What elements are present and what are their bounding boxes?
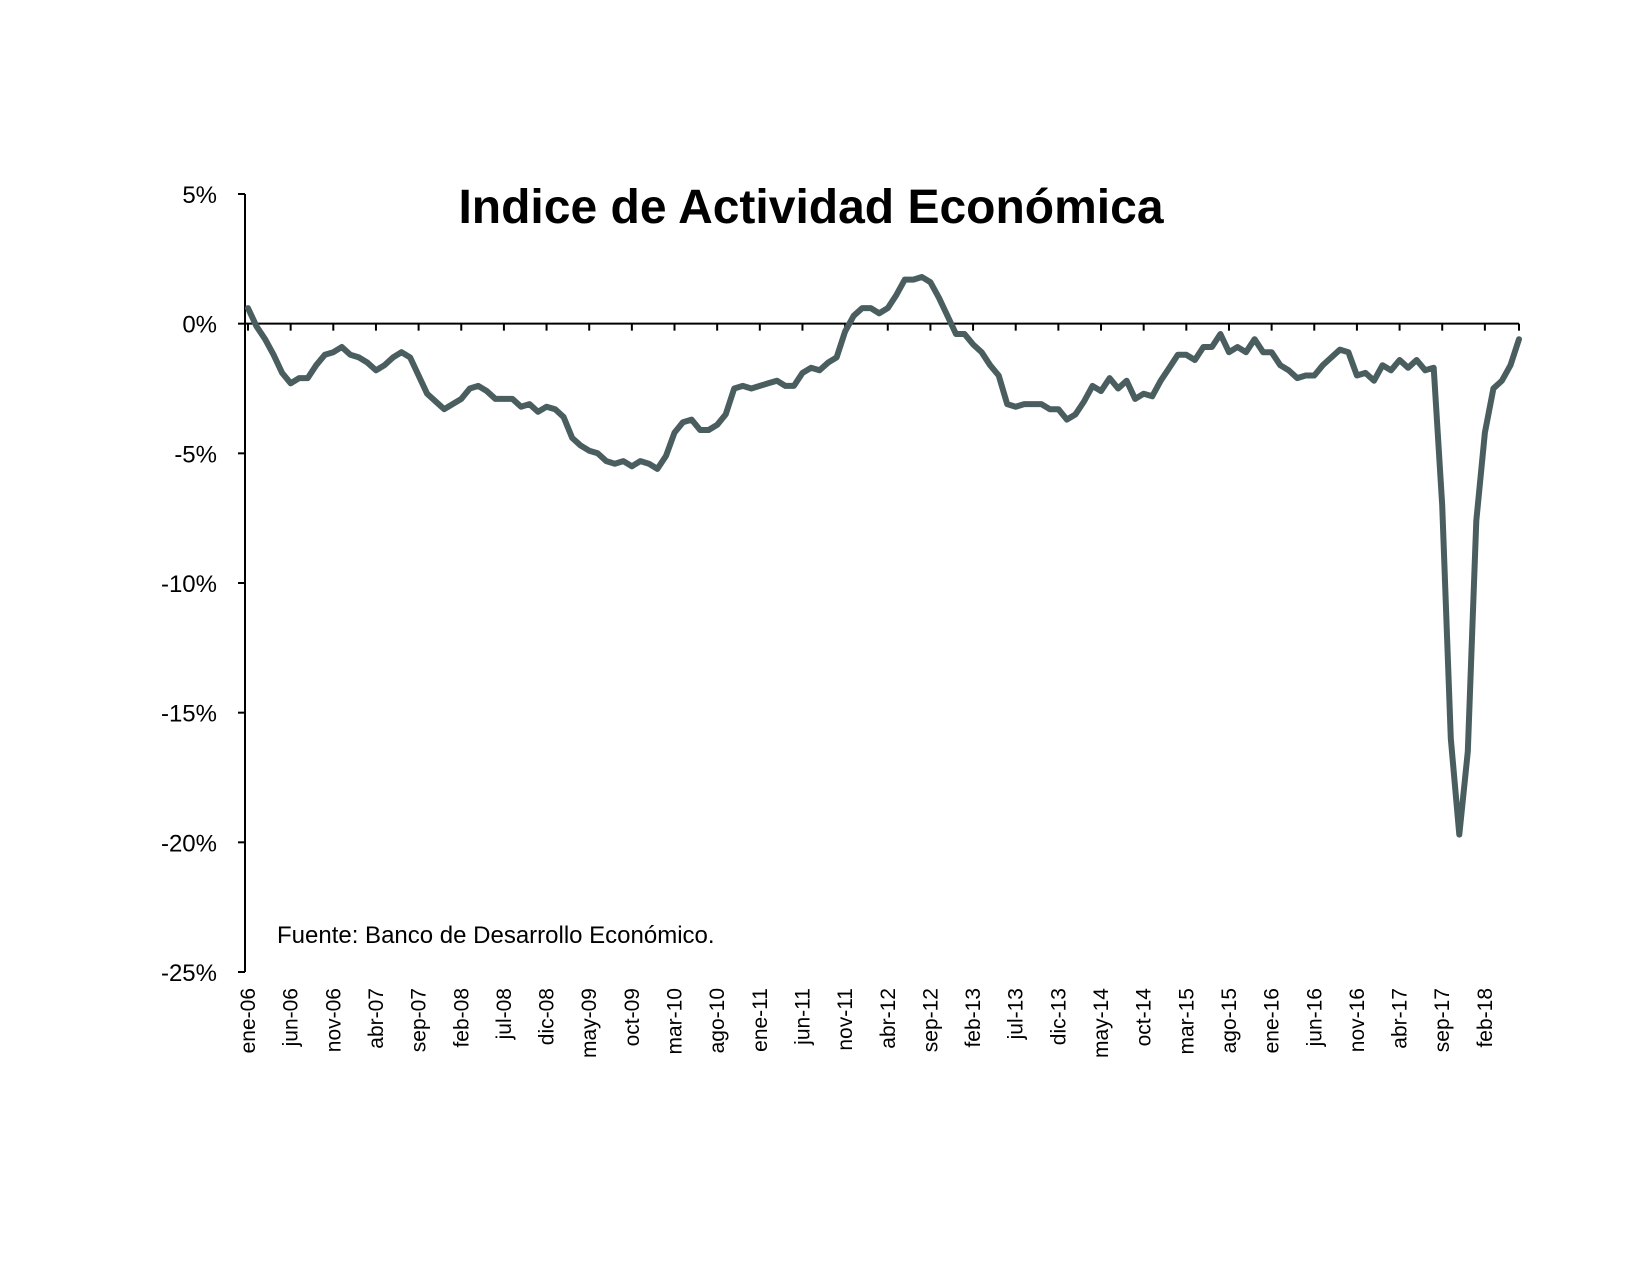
x-tick-label: jun-06 [280, 988, 303, 1047]
y-tick-label: 5% [182, 182, 217, 209]
x-tick-label: sep-07 [408, 988, 431, 1052]
x-tick-label: nov-16 [1346, 988, 1369, 1052]
x-tick-label: ago-10 [706, 988, 729, 1053]
x-tick-label: dic-08 [536, 988, 559, 1045]
x-tick-label: nov-06 [322, 988, 345, 1052]
y-tick-label: -15% [161, 701, 217, 728]
x-tick-label: ene-16 [1261, 988, 1284, 1053]
x-tick-label: abr-17 [1389, 988, 1412, 1049]
y-axis-ticks: 5% 0% -5% -10% -15% -20% -25% [161, 182, 245, 987]
x-tick-label: feb-18 [1474, 988, 1497, 1048]
x-tick-label: may-09 [578, 988, 601, 1058]
y-tick-label: -10% [161, 571, 217, 598]
y-tick-label: -5% [174, 441, 217, 468]
x-tick-label: feb-13 [962, 988, 985, 1048]
x-tick-label: abr-07 [365, 988, 388, 1049]
x-tick-label: nov-11 [834, 988, 857, 1051]
x-tick-label: jun-11 [791, 988, 814, 1046]
x-tick-label: jun-16 [1303, 988, 1326, 1047]
y-tick-label: -20% [161, 830, 217, 857]
y-tick-label: 0% [182, 312, 217, 339]
x-axis-ticks: ene-06 jun-06 nov-06 abr-07 sep-07 feb-08 jul-… [237, 323, 1520, 1058]
x-tick-label: abr-12 [877, 988, 900, 1049]
x-tick-label: ago-15 [1218, 988, 1241, 1053]
x-tick-label: oct-09 [621, 988, 644, 1046]
x-tick-label: oct-14 [1133, 988, 1156, 1047]
x-tick-label: jul-08 [493, 988, 516, 1040]
x-tick-label: dic-13 [1047, 988, 1070, 1045]
x-tick-label: mar-15 [1175, 988, 1198, 1055]
x-tick-label: jul-13 [1005, 988, 1028, 1040]
x-tick-label: ene-06 [237, 988, 260, 1053]
x-tick-label: sep-12 [919, 988, 942, 1052]
x-tick-label: may-14 [1090, 988, 1113, 1058]
chart-title: Indice de Actividad Económica [458, 181, 1163, 234]
source-note: Fuente: Banco de Desarrollo Económico. [277, 922, 715, 949]
x-tick-label: mar-10 [664, 988, 687, 1055]
x-tick-label: ene-11 [749, 988, 772, 1052]
x-tick-label: feb-08 [450, 988, 473, 1048]
y-tick-label: -25% [161, 960, 217, 987]
x-tick-label: sep-17 [1431, 988, 1454, 1052]
series-line [245, 274, 1522, 838]
